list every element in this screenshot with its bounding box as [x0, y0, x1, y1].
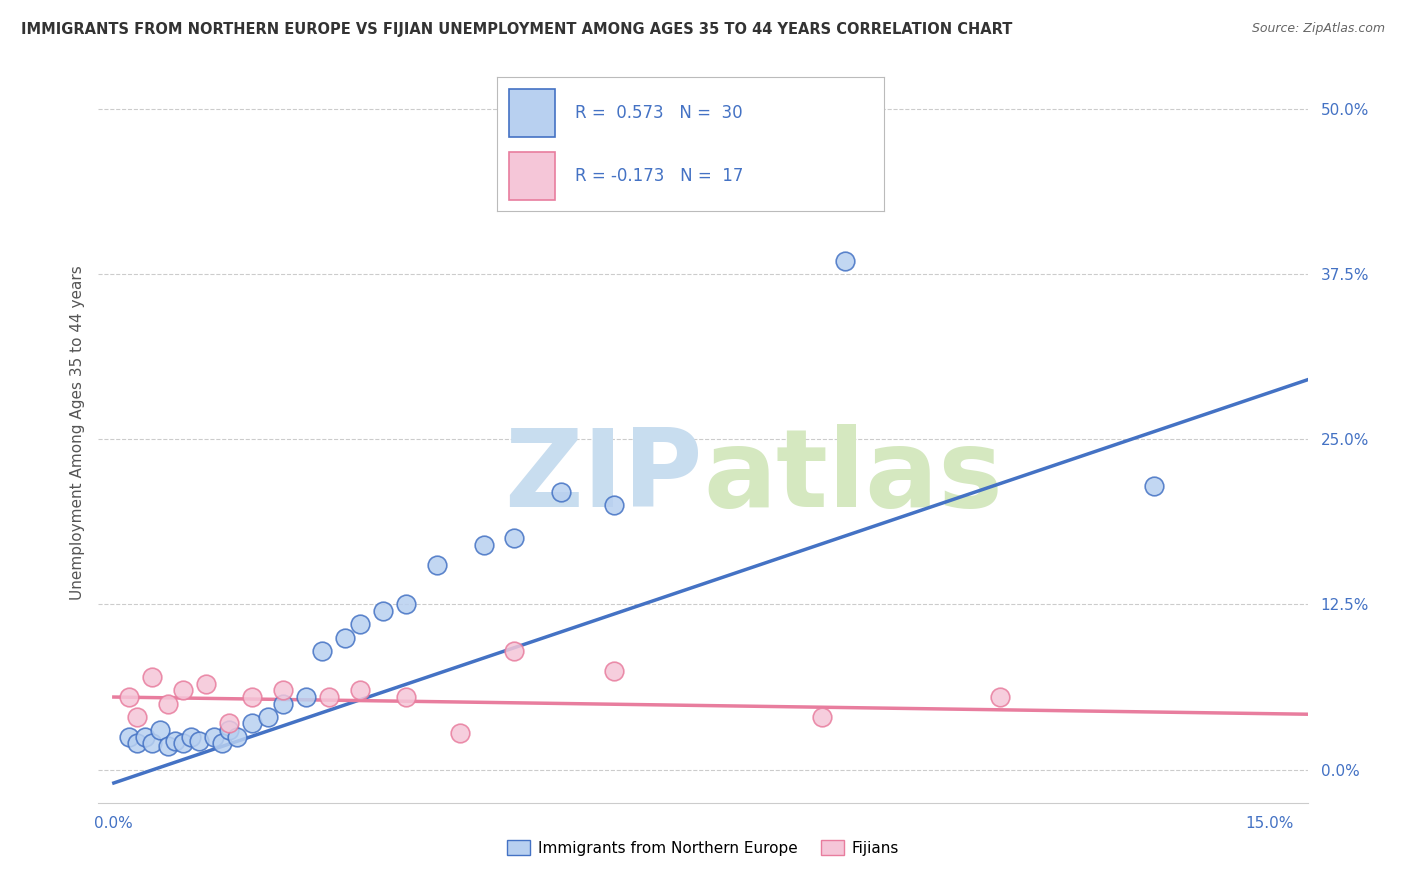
Text: IMMIGRANTS FROM NORTHERN EUROPE VS FIJIAN UNEMPLOYMENT AMONG AGES 35 TO 44 YEARS: IMMIGRANTS FROM NORTHERN EUROPE VS FIJIA…	[21, 22, 1012, 37]
Point	[118, 730, 141, 744]
Point	[141, 736, 163, 750]
Point	[472, 538, 495, 552]
Point	[1142, 478, 1164, 492]
Point	[187, 733, 209, 747]
Point	[218, 716, 240, 731]
Point	[426, 558, 449, 572]
Y-axis label: Unemployment Among Ages 35 to 44 years: Unemployment Among Ages 35 to 44 years	[69, 265, 84, 600]
Point	[311, 644, 333, 658]
Point	[156, 739, 179, 753]
Text: atlas: atlas	[703, 424, 1002, 530]
Point	[295, 690, 318, 704]
Point	[218, 723, 240, 737]
Text: Source: ZipAtlas.com: Source: ZipAtlas.com	[1251, 22, 1385, 36]
Point	[503, 644, 526, 658]
Point	[349, 617, 371, 632]
Point	[373, 604, 395, 618]
Point	[118, 690, 141, 704]
Point	[134, 730, 156, 744]
Point	[156, 697, 179, 711]
Point	[226, 730, 249, 744]
Point	[125, 736, 148, 750]
Point	[988, 690, 1011, 704]
Point	[395, 690, 418, 704]
Text: ZIP: ZIP	[505, 424, 703, 530]
Point	[503, 532, 526, 546]
Point	[195, 677, 218, 691]
Legend: Immigrants from Northern Europe, Fijians: Immigrants from Northern Europe, Fijians	[502, 834, 904, 862]
Point	[172, 683, 194, 698]
Point	[141, 670, 163, 684]
Point	[180, 730, 202, 744]
Point	[811, 710, 834, 724]
Point	[125, 710, 148, 724]
Point	[349, 683, 371, 698]
Point	[242, 690, 264, 704]
Point	[165, 733, 187, 747]
Point	[834, 253, 856, 268]
Point	[271, 697, 294, 711]
Point	[395, 598, 418, 612]
Point	[271, 683, 294, 698]
Point	[603, 664, 626, 678]
Point	[257, 710, 280, 724]
Point	[172, 736, 194, 750]
Point	[211, 736, 233, 750]
Point	[550, 485, 572, 500]
Point	[242, 716, 264, 731]
Point	[318, 690, 340, 704]
Point	[333, 631, 356, 645]
Point	[149, 723, 172, 737]
Point	[603, 499, 626, 513]
Point	[202, 730, 225, 744]
Point	[449, 725, 471, 739]
